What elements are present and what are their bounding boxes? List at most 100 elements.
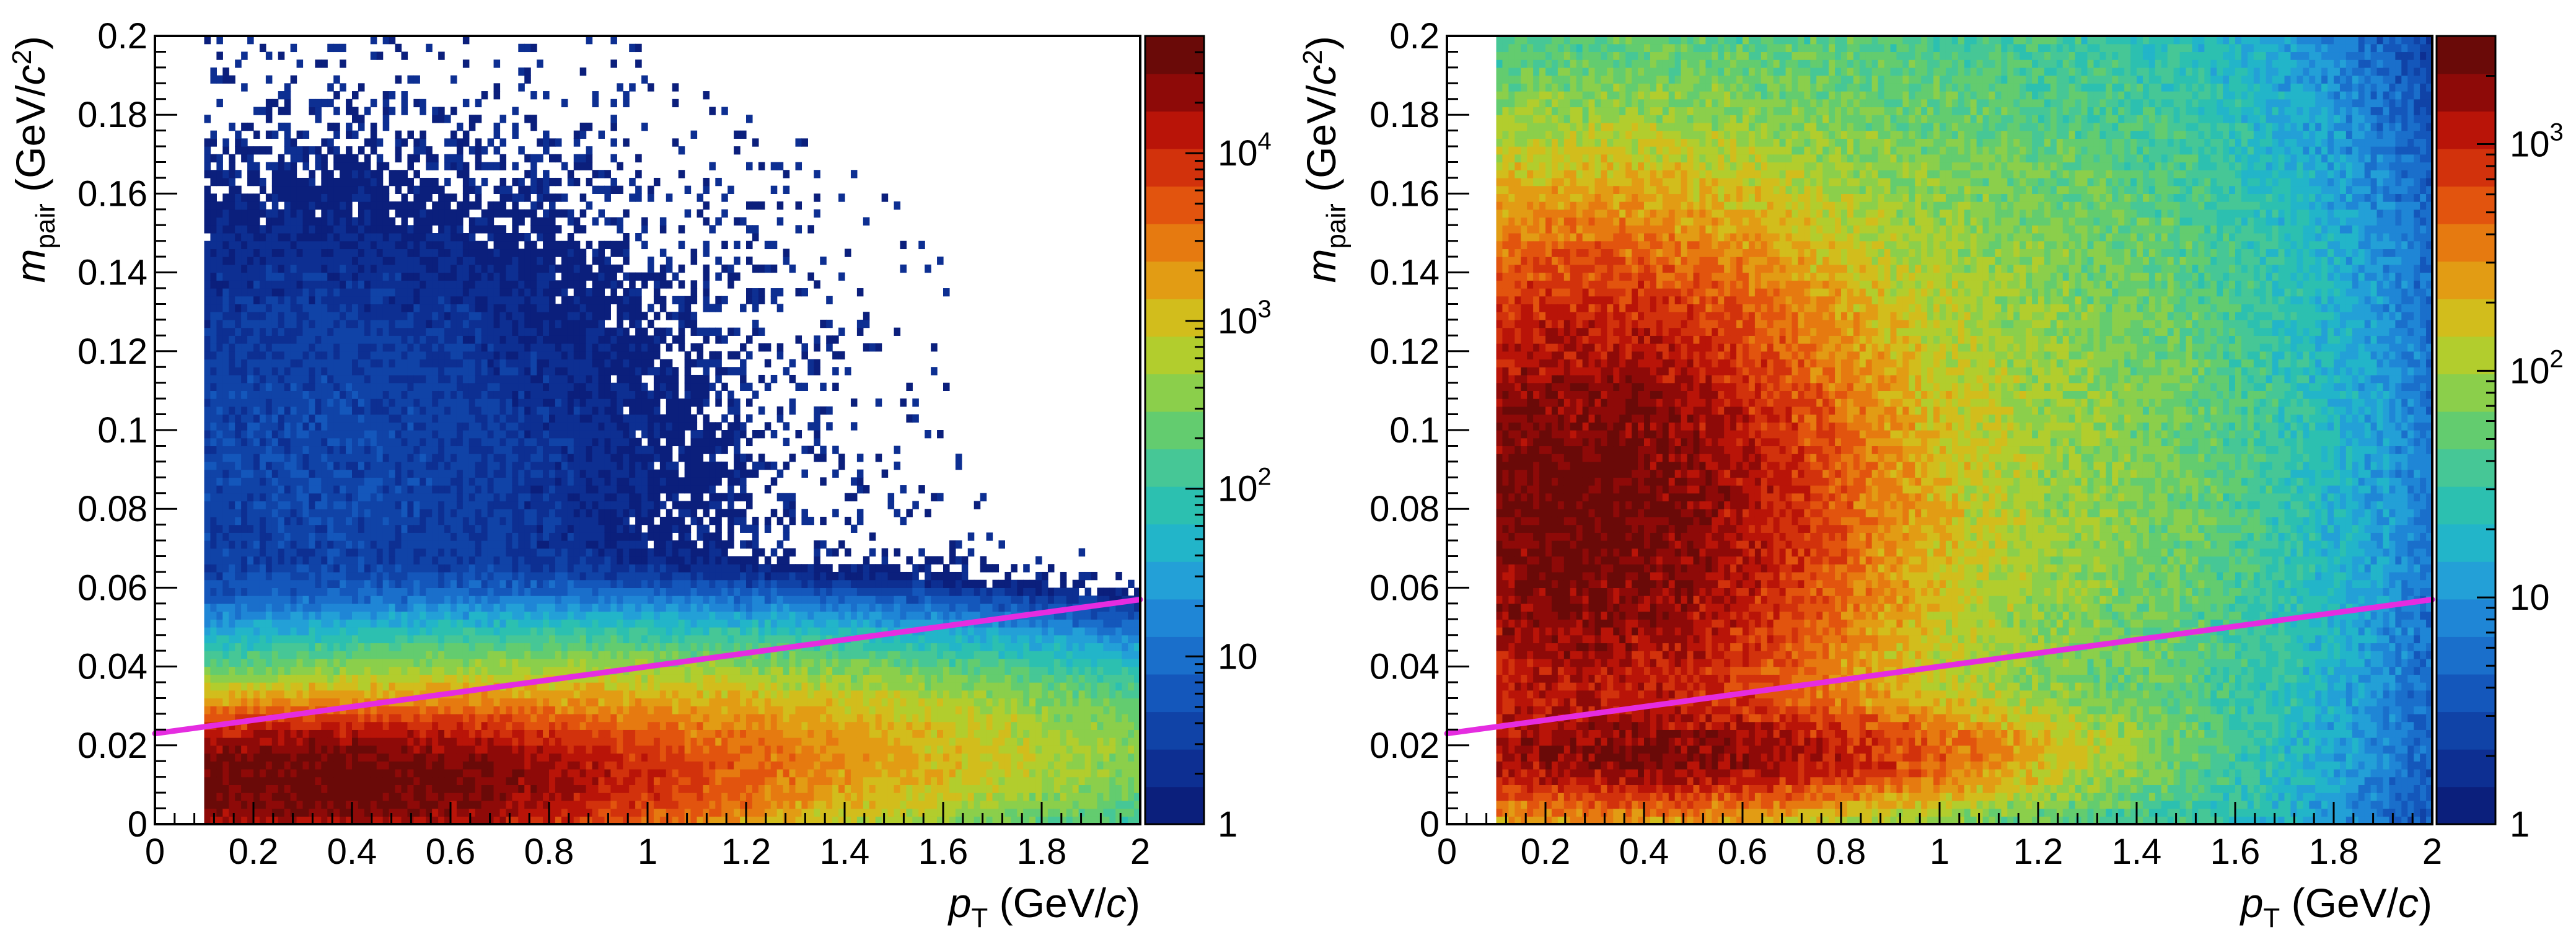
heatmap-cell bbox=[272, 131, 279, 139]
heatmap-cell bbox=[216, 501, 223, 509]
heatmap-cell bbox=[229, 225, 235, 233]
heatmap-cell bbox=[297, 383, 304, 391]
heatmap-cell bbox=[235, 651, 242, 659]
heatmap-cell bbox=[371, 801, 377, 809]
heatmap-cell bbox=[383, 296, 390, 304]
heatmap-cell bbox=[266, 596, 273, 604]
heatmap-cell bbox=[352, 359, 359, 367]
heatmap-cell bbox=[247, 706, 254, 714]
heatmap-cell bbox=[229, 201, 235, 209]
heatmap-cell bbox=[371, 635, 377, 643]
heatmap-cell bbox=[266, 556, 273, 565]
heatmap-cell bbox=[272, 540, 279, 548]
heatmap-cell bbox=[327, 335, 334, 343]
heatmap-cell bbox=[216, 651, 223, 659]
heatmap-cell bbox=[371, 351, 377, 359]
heatmap-cell bbox=[278, 162, 285, 170]
heatmap-cell bbox=[241, 296, 248, 304]
heatmap-cell bbox=[303, 248, 310, 257]
heatmap-cell bbox=[371, 737, 377, 745]
heatmap-cell bbox=[222, 698, 229, 706]
heatmap-cell bbox=[358, 273, 365, 281]
heatmap-cell bbox=[247, 343, 254, 351]
heatmap-cell bbox=[297, 367, 304, 375]
heatmap-cell bbox=[333, 556, 340, 565]
heatmap-cell bbox=[247, 643, 254, 651]
heatmap-cell bbox=[241, 359, 248, 367]
heatmap-cell bbox=[309, 587, 315, 596]
heatmap-cell bbox=[364, 572, 371, 580]
heatmap-cell bbox=[383, 643, 390, 651]
heatmap-cell bbox=[315, 682, 322, 690]
heatmap-cell bbox=[284, 809, 291, 817]
heatmap-cell bbox=[333, 265, 340, 273]
heatmap-cell bbox=[371, 517, 377, 525]
heatmap-cell bbox=[297, 635, 304, 643]
heatmap-cell bbox=[229, 769, 235, 777]
heatmap-cell bbox=[272, 248, 279, 257]
heatmap-cell bbox=[364, 304, 371, 312]
heatmap-cell bbox=[204, 769, 211, 777]
heatmap-cell bbox=[315, 359, 322, 367]
heatmap-cell bbox=[204, 714, 211, 722]
heatmap-cell bbox=[358, 225, 365, 233]
heatmap-cell bbox=[297, 209, 304, 218]
heatmap-cell bbox=[383, 218, 390, 226]
heatmap-cell bbox=[383, 273, 390, 281]
heatmap-cell bbox=[377, 154, 384, 162]
heatmap-cell bbox=[340, 737, 346, 745]
heatmap-cell bbox=[383, 390, 390, 398]
heatmap-cell bbox=[303, 328, 310, 336]
heatmap-cell bbox=[309, 722, 315, 730]
heatmap-cell bbox=[377, 485, 384, 493]
heatmap-cell bbox=[303, 454, 310, 462]
heatmap-cell bbox=[229, 430, 235, 438]
heatmap-cell bbox=[327, 761, 334, 769]
heatmap-cell bbox=[284, 564, 291, 572]
heatmap-cell bbox=[321, 564, 328, 572]
heatmap-cell bbox=[346, 540, 353, 548]
heatmap-cell bbox=[383, 186, 390, 194]
heatmap-cell bbox=[266, 367, 273, 375]
heatmap-cell bbox=[340, 154, 346, 162]
heatmap-cell bbox=[389, 201, 396, 209]
heatmap-cell bbox=[383, 659, 390, 667]
heatmap-cell bbox=[272, 580, 279, 588]
heatmap-cell bbox=[389, 218, 396, 226]
heatmap-cell bbox=[377, 343, 384, 351]
heatmap-cell bbox=[253, 793, 260, 801]
heatmap-cell bbox=[340, 407, 346, 415]
heatmap-cell bbox=[389, 793, 396, 801]
heatmap-cell bbox=[389, 343, 396, 351]
heatmap-cell bbox=[333, 146, 340, 154]
heatmap-cell bbox=[266, 540, 273, 548]
heatmap-cell bbox=[321, 367, 328, 375]
heatmap-cell bbox=[297, 288, 304, 296]
heatmap-cell bbox=[222, 651, 229, 659]
heatmap-cell bbox=[260, 572, 266, 580]
heatmap-cell bbox=[260, 390, 266, 398]
heatmap-cell bbox=[346, 532, 353, 540]
heatmap-cell bbox=[346, 587, 353, 596]
heatmap-cell bbox=[364, 248, 371, 257]
heatmap-cell bbox=[241, 390, 248, 398]
heatmap-cell bbox=[321, 178, 328, 186]
heatmap-cell bbox=[247, 265, 254, 273]
heatmap-cell bbox=[364, 801, 371, 809]
heatmap-cell bbox=[309, 532, 315, 540]
heatmap-cell bbox=[358, 186, 365, 194]
heatmap-cell bbox=[266, 193, 273, 201]
heatmap-cell bbox=[327, 398, 334, 407]
heatmap-cell bbox=[303, 761, 310, 769]
heatmap-cell bbox=[260, 509, 266, 517]
heatmap-cell bbox=[229, 257, 235, 265]
heatmap-cell bbox=[204, 265, 211, 273]
heatmap-cell bbox=[284, 651, 291, 659]
heatmap-cell bbox=[315, 470, 322, 478]
heatmap-cell bbox=[333, 729, 340, 737]
heatmap-cell bbox=[229, 572, 235, 580]
heatmap-cell bbox=[266, 233, 273, 241]
heatmap-cell bbox=[333, 123, 340, 131]
heatmap-cell bbox=[352, 422, 359, 430]
heatmap-cell bbox=[284, 532, 291, 540]
